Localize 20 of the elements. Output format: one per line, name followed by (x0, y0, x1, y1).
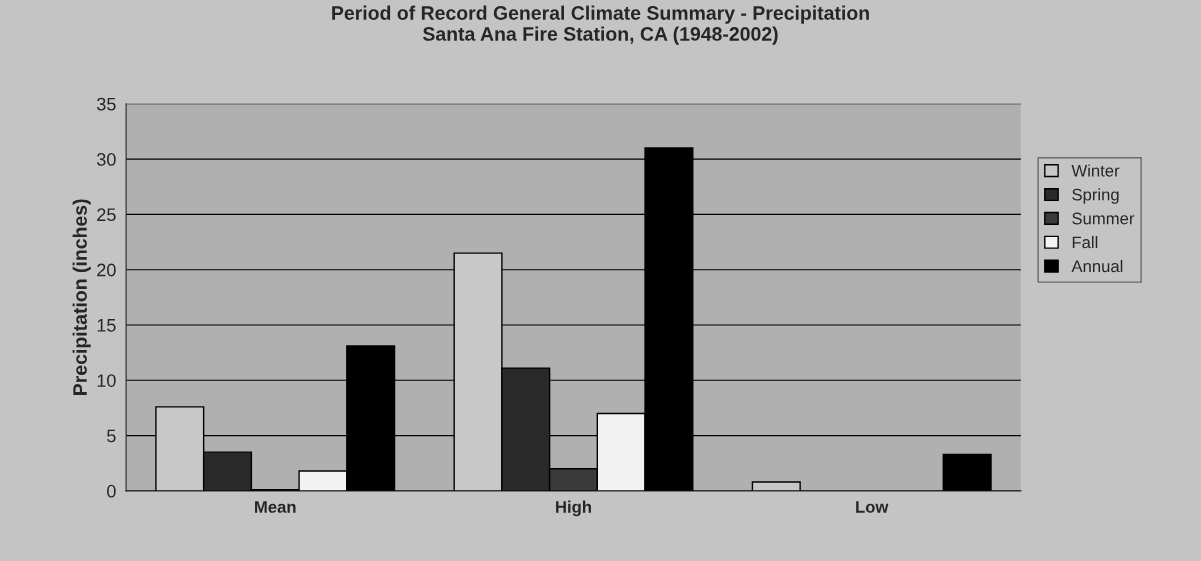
x-tick-label: Mean (255, 501, 296, 513)
bar (942, 453, 992, 491)
legend-label: Fall (1072, 236, 1098, 249)
y-axis-title: Precipitation (inches) (72, 199, 91, 395)
y-tick-label: 10 (97, 374, 116, 387)
y-tick-label: 5 (107, 429, 116, 443)
x-tick-label: Low (856, 501, 889, 513)
y-tick-label: 20 (97, 263, 116, 277)
x-tick-label: High (556, 500, 591, 517)
y-tick-label: 35 (96, 97, 116, 111)
y-tick-label: 0 (107, 484, 116, 498)
legend-label: Summer (1072, 212, 1135, 225)
legend-label: Annual (1071, 259, 1123, 273)
legend-label: Spring (1072, 188, 1119, 204)
legend-label: Winter (1071, 164, 1120, 177)
y-tick-label: 15 (97, 319, 116, 332)
chart-title: Period of Record General Climate Summary - Precipitation Santa Ana Fire Station, CA (1948-2002) (332, 5, 869, 45)
bar (751, 481, 801, 491)
y-tick-label: 30 (96, 153, 116, 166)
y-tick-label: 25 (97, 208, 116, 222)
